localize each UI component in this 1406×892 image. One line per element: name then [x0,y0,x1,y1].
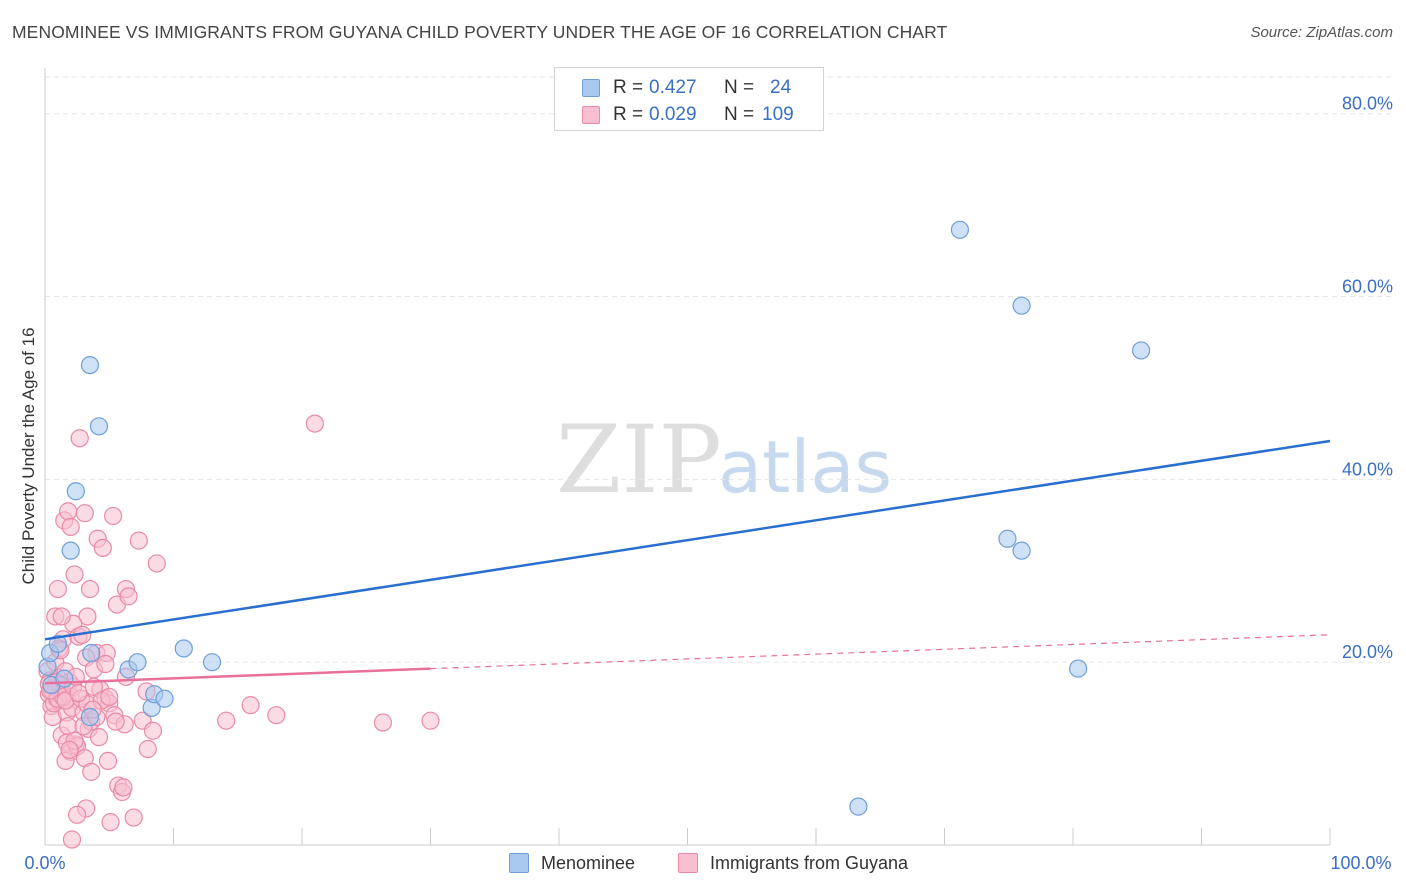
guyana-point [60,740,79,760]
guyana-point [119,587,138,606]
guyana-point [421,711,440,730]
guyana-trend-line [44,667,431,685]
guyana-point [59,502,78,521]
menominee-point [950,220,970,239]
x-tick-label: 100.0% [1330,853,1391,873]
menominee-point [89,417,109,436]
menominee-point [48,634,67,653]
n-label: N = [724,104,755,125]
menominee-point [55,669,74,688]
n-value: 109 [762,104,794,125]
r-value: 0.029 [649,104,697,125]
menominee-point [61,541,80,560]
guyana-point [147,554,166,573]
guyana-point [129,531,148,550]
x-tick-label: 0.0% [24,853,65,873]
menominee-point [998,529,1017,548]
guyana-point [241,696,260,715]
correlation-stats-box: R = 0.427 N = 24 R = 0.029 N = 109 [554,67,824,131]
menominee-point [80,707,100,727]
guyana-point [143,721,163,740]
source-credit: Source: ZipAtlas.com [1250,24,1393,41]
guyana-point [217,711,236,730]
chart-title: MENOMINEE VS IMMIGRANTS FROM GUYANA CHIL… [12,22,948,42]
guyana-point [89,728,109,747]
n-label: N = [724,77,755,98]
guyana-point [101,813,120,832]
guyana-point [267,706,286,725]
r-value: 0.427 [649,77,697,98]
series-menominee [38,220,1151,816]
guyana-point [96,654,115,674]
menominee-point [174,639,193,658]
r-label: R = [613,77,644,98]
guyana-trend-line-extension [430,634,1331,670]
guyana-point [78,607,97,626]
guyana-point [104,506,123,526]
legend-swatch-guyana [678,853,698,873]
guyana-point [75,504,94,523]
menominee-point [202,653,222,672]
guyana-point [124,808,143,827]
y-tick-label: 40.0% [1342,459,1393,479]
stat-row-guyana: R = 0.029 N = 109 [555,104,823,131]
guyana-point [52,607,71,626]
menominee-point [849,797,868,816]
legend-swatch-menominee [509,853,529,873]
guyana-swatch [582,106,600,124]
stat-row-menominee: R = 0.427 N = 24 [555,77,823,104]
menominee-point [1132,341,1151,360]
guyana-point [80,579,100,599]
guyana-point [373,713,393,732]
guyana-point [100,687,119,707]
menominee-swatch [582,79,600,97]
watermark-zip: ZIP [556,406,722,515]
legend-label: Immigrants from Guyana [710,853,909,873]
guyana-point [69,684,88,703]
guyana-point [61,517,80,536]
y-tick-label: 60.0% [1342,277,1393,297]
menominee-point [66,482,85,501]
guyana-point [65,565,84,584]
guyana-point [106,712,125,731]
guyana-point [48,579,67,599]
menominee-point [80,355,100,375]
watermark-atlas: atlas [718,425,892,509]
y-axis-label: Child Poverty Under the Age of 16 [19,327,38,584]
guyana-point [114,778,133,797]
menominee-point [82,643,101,663]
y-tick-label: 20.0% [1342,642,1393,662]
guyana-point [138,739,157,759]
guyana-point [82,762,101,781]
n-value: 24 [770,77,792,98]
menominee-point [1069,659,1088,678]
guyana-point [62,830,82,849]
menominee-point [155,689,174,708]
guyana-point [68,805,87,824]
guyana-point [98,751,118,771]
menominee-point [1012,296,1031,315]
menominee-point [1012,541,1031,560]
guyana-point [305,414,324,433]
guyana-point [70,429,89,448]
legend-label: Menominee [541,853,636,873]
y-tick-label: 80.0% [1342,94,1393,114]
r-label: R = [613,104,644,125]
menominee-trend-line [44,439,1331,641]
guyana-point [93,538,112,558]
menominee-point [128,653,147,672]
